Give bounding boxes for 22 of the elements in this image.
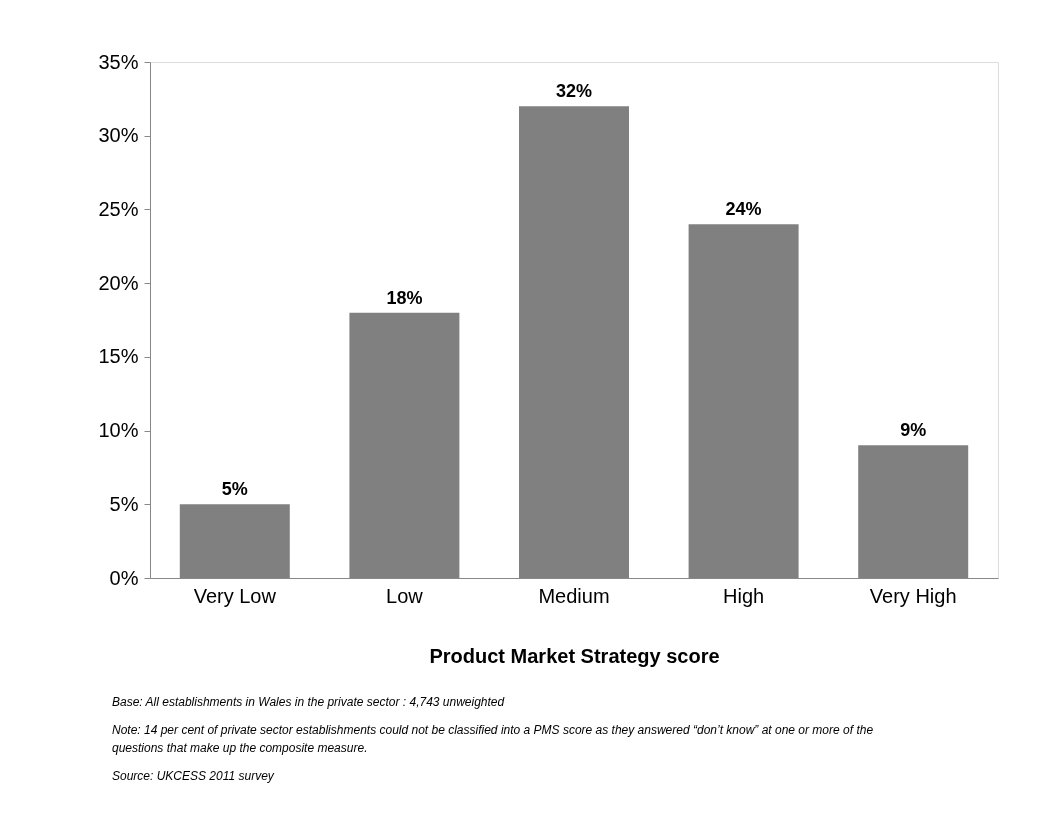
y-tick-label: 20% (98, 271, 139, 294)
y-tick-label: 10% (98, 419, 139, 442)
text: Note: 14 per cent of private sector establishments could not be classified into a PMS score as they answered “don’t know” at one or more of the questions that make up the composite measure. (112, 723, 874, 755)
data-label: 18% (386, 287, 423, 308)
data-label: 24% (725, 199, 762, 220)
y-tick-label: 15% (98, 345, 139, 368)
x-tick-label: Medium (538, 584, 610, 607)
data-label: 32% (555, 81, 593, 102)
x-tick-label: Very Low (193, 584, 277, 607)
y-tick-label: 30% (98, 124, 139, 147)
source-note: Source: UKCESS 2011 survey (112, 769, 275, 783)
x-tick-label: Low (386, 584, 424, 607)
y-tick-label: 35% (98, 50, 139, 73)
data-label: 5% (221, 479, 248, 500)
data-label: 9% (900, 420, 927, 441)
text: Base: All establishments in Wales in the private sector : 4,743 unweighted (112, 695, 505, 709)
y-tick-label: 25% (98, 197, 139, 220)
x-axis-title: Product Market Strategy score (429, 644, 720, 667)
x-tick-label: Very High (869, 584, 957, 607)
y-tick-label: 0% (109, 566, 139, 589)
x-tick-label: High (723, 584, 765, 607)
y-tick-label: 5% (109, 492, 139, 515)
